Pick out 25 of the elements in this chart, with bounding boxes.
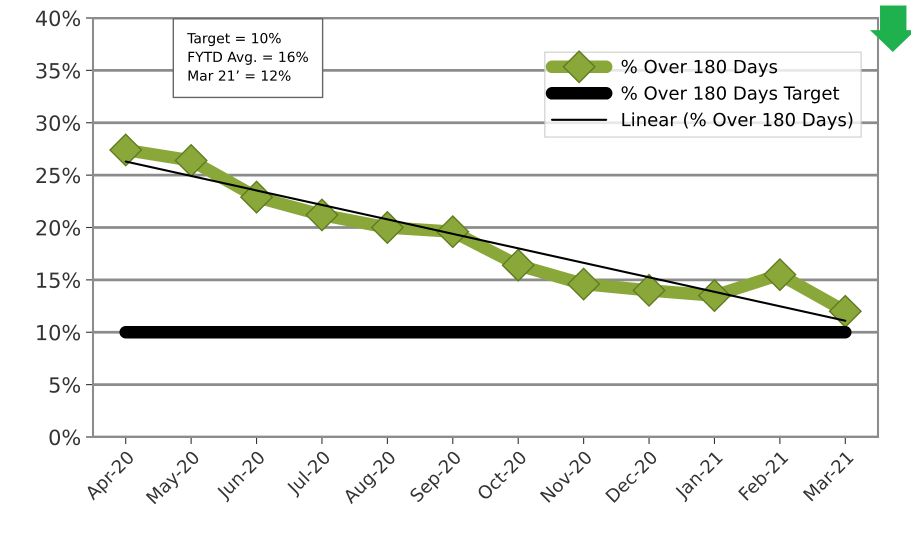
legend-label: Linear (% Over 180 Days) <box>622 112 852 130</box>
annotation: Mar 21’ = 12% <box>188 70 290 81</box>
y-tick-label: 25% <box>36 168 80 184</box>
point <box>306 198 338 232</box>
legend-label: % Over 180 Days Target <box>622 86 840 104</box>
point <box>567 268 600 300</box>
point <box>502 248 535 282</box>
y-tick-label: 40% <box>36 10 80 26</box>
y-tick-label: 20% <box>36 220 80 236</box>
point <box>240 180 273 214</box>
point <box>632 274 666 307</box>
y-tick-label: 5% <box>50 377 80 393</box>
annotation: Target = 10% <box>187 32 281 46</box>
legend-label: % Over 180 Days <box>622 60 778 77</box>
point <box>828 294 862 328</box>
point <box>109 134 142 166</box>
point <box>174 144 208 177</box>
y-tick-label: 35% <box>36 62 80 79</box>
point <box>370 211 404 244</box>
y-tick-label: 0% <box>50 429 80 446</box>
y-tick-label: 15% <box>37 272 80 288</box>
y-tick-label: 10% <box>37 324 80 340</box>
y-tick-label: 30% <box>36 115 80 131</box>
point <box>763 258 796 292</box>
annotation: FYTD Avg. = 16% <box>188 52 308 65</box>
